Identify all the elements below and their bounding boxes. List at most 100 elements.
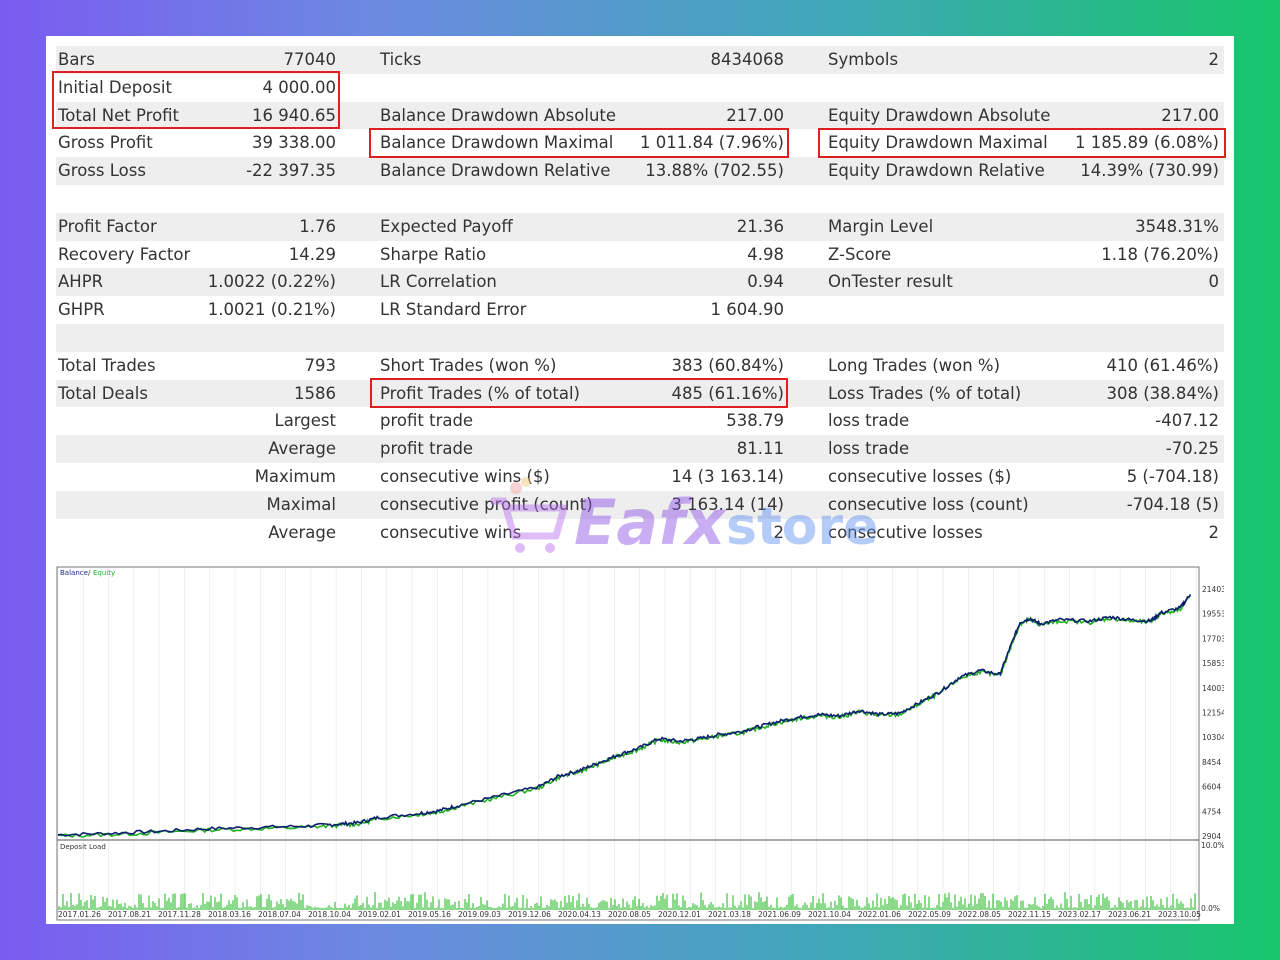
y-tick-label: 15853 — [1202, 659, 1224, 668]
stat-value: 8434068 — [710, 50, 785, 69]
table-row — [56, 185, 1224, 213]
stat-value — [1019, 296, 1219, 324]
x-tick-label: 2023.06.21 — [1108, 910, 1151, 919]
stat-value: 485 (61.16%) — [671, 383, 784, 403]
y-tick-label: 14003 — [1202, 684, 1224, 693]
stat-value — [176, 185, 336, 213]
stat-label: Balance Drawdown Relative — [380, 161, 611, 181]
stat-value: 2 — [773, 522, 785, 542]
table-row: Bars 77040 Ticks 8434068 Symbols 2 — [56, 46, 1224, 74]
stat-value — [1019, 185, 1219, 213]
y-axis-ticks: 2904 4754 6604 8454 10304 12154 14003 15853 1770… — [1202, 585, 1224, 841]
stat-label: OnTester result — [828, 272, 953, 292]
stat-value: 0.94 — [747, 272, 784, 292]
stat-label: profit trade — [380, 439, 474, 459]
stat-label: Expected Payoff — [380, 216, 513, 236]
stat-label: Balance Drawdown Absolute — [380, 105, 617, 125]
stat-value — [596, 74, 784, 102]
stat-value — [1019, 324, 1219, 352]
y-tick-label: 21403 — [1202, 585, 1224, 594]
stat-value: 538.79 — [726, 411, 784, 431]
stat-label: Long Trades (won %) — [828, 355, 1001, 375]
balance-series — [57, 594, 1192, 837]
stat-label: Total Net Profit — [58, 105, 180, 125]
stat-label: Loss Trades (% of total) — [828, 383, 1022, 403]
stat-value: -22 397.35 — [246, 161, 336, 181]
stat-label: Ticks — [380, 50, 422, 69]
stat-value: 410 (61.46%) — [1106, 355, 1219, 375]
stat-label: Equity Drawdown Maximal — [828, 133, 1048, 153]
stat-value: 2 — [1208, 522, 1220, 542]
x-tick-label: 2022.08.05 — [958, 910, 1001, 919]
legend-balance: Balance — [60, 569, 88, 577]
y-tick-label: 2904 — [1202, 832, 1221, 841]
stat-value: 4.98 — [747, 244, 784, 264]
stat-label: Sharpe Ratio — [380, 244, 487, 264]
x-tick-label: 2018.07.04 — [258, 910, 301, 919]
legend-separator: / — [88, 569, 91, 577]
stat-label: loss trade — [828, 411, 910, 431]
x-tick-label: 2017.08.21 — [108, 910, 151, 919]
x-tick-label: 2022.01.06 — [858, 910, 901, 919]
deposit-load-bars — [58, 892, 1196, 910]
stat-value: 81.11 — [736, 439, 784, 459]
stat-label: Recovery Factor — [58, 244, 191, 264]
stat-value: 2 — [1208, 50, 1220, 69]
stat-label: Equity Drawdown Absolute — [828, 105, 1051, 125]
stat-label: Bars — [58, 50, 95, 69]
stat-label: LR Standard Error — [380, 300, 527, 320]
stat-label: Total Trades — [58, 355, 156, 375]
stat-label: loss trade — [828, 439, 910, 459]
table-row: Total Net Profit 16 940.65 Balance Drawdow… — [56, 101, 1224, 130]
stat-value: 14.39% (730.99) — [1080, 161, 1219, 181]
stat-value: 217.00 — [1161, 105, 1219, 125]
stat-value: 1 185.89 (6.08%) — [1074, 133, 1219, 153]
stat-label: Equity Drawdown Relative — [828, 161, 1045, 181]
stat-label: Initial Deposit — [58, 77, 172, 97]
stat-label: consecutive profit (count) — [380, 494, 593, 514]
x-tick-label: 2020.12.01 — [658, 910, 701, 919]
stat-label: consecutive losses ($) — [828, 466, 1012, 486]
stat-value: 793 — [304, 355, 337, 375]
y-tick-label: 19553 — [1202, 610, 1224, 619]
y-tick-label: 8454 — [1202, 758, 1221, 767]
stat-value — [596, 185, 784, 213]
y-tick-label: 17703 — [1202, 634, 1224, 643]
stat-value: 383 (60.84%) — [671, 355, 784, 375]
stat-value: 1.18 (76.20%) — [1101, 244, 1219, 264]
stat-label: Short Trades (won %) — [380, 355, 557, 375]
stat-label: Largest — [274, 411, 337, 431]
stat-label: GHPR — [58, 300, 105, 320]
legend-equity: Equity — [93, 569, 115, 577]
stat-value — [176, 324, 336, 352]
stat-value: -704.18 (5) — [1126, 494, 1219, 514]
table-row: Maximum consecutive wins ($) 14 (3 163.14)… — [56, 463, 1224, 491]
stat-value: 308 (38.84%) — [1106, 383, 1219, 403]
stat-value: 1.0021 (0.21%) — [207, 300, 336, 320]
x-tick-label: 2021.10.04 — [808, 910, 851, 919]
load-axis-top: 10.0% — [1201, 841, 1224, 850]
x-tick-label: 2023.02.17 — [1058, 910, 1101, 919]
stat-label: Gross Loss — [58, 161, 146, 181]
stat-label: consecutive loss (count) — [828, 494, 1029, 514]
stat-label: Total Deals — [58, 383, 148, 403]
table-row: AHPR 1.0022 (0.22%) LR Correlation 0.94 OnTe… — [56, 268, 1224, 297]
x-tick-label: 2022.05.09 — [908, 910, 951, 919]
stat-label: AHPR — [58, 272, 104, 292]
y-tick-label: 12154 — [1202, 708, 1224, 717]
x-tick-label: 2017.11.28 — [158, 910, 201, 919]
stat-value: 5 (-704.18) — [1126, 466, 1219, 486]
table-row — [56, 323, 1224, 352]
stat-value: 1.76 — [299, 216, 336, 236]
table-row: Average consecutive wins 2 consecutive loss… — [56, 519, 1224, 547]
legend-deposit-load: Deposit Load — [60, 843, 106, 851]
stat-value: -70.25 — [1165, 439, 1219, 459]
table-row: Average profit trade 81.11 loss trade -70.25 — [56, 435, 1224, 463]
y-tick-label: 4754 — [1202, 807, 1221, 816]
stat-label: Balance Drawdown Maximal — [380, 133, 614, 153]
stat-label: Margin Level — [828, 216, 934, 236]
x-axis-ticks: 2017.01.26 2017.08.21 2017.11.28 2018.03.16… — [58, 910, 1201, 919]
stat-value: 1586 — [294, 383, 336, 403]
stats-table: Bars 77040 Ticks 8434068 Symbols 2 Initial Dep… — [56, 46, 1224, 546]
chart-grid — [57, 568, 1197, 916]
